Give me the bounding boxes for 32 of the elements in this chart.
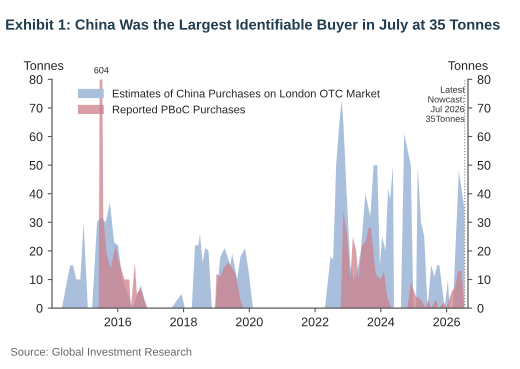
- y-tick-label: 50: [30, 160, 42, 170]
- y-tick-label: 60: [30, 132, 42, 142]
- ref-line-label: Latest Nowcast: Jul 2026 35Tonnes: [426, 86, 465, 122]
- y2-axis-title: Tonnes: [448, 61, 488, 70]
- y2-tick-label: 40: [477, 190, 490, 198]
- x-tick-label: 2016: [104, 317, 132, 326]
- x-tick-label: 2026: [433, 317, 460, 326]
- y2-tick-label: 80: [478, 75, 490, 84]
- y2-tick-label: 70: [478, 104, 490, 113]
- y-tick-label: 20: [30, 246, 42, 256]
- legend-label: Estimates of China Purchases on London OTC Market: [112, 89, 380, 98]
- x-tick-label: 2020: [236, 317, 263, 326]
- y2-tick-label: 30: [478, 218, 490, 227]
- source-note: Source: Global Investment Research: [10, 348, 192, 356]
- y-tick-label: 80: [30, 75, 42, 84]
- y-axis-title: Tonnes: [24, 61, 64, 70]
- x-tick-label: 2022: [302, 317, 328, 326]
- y-tick-label: 10: [30, 275, 42, 284]
- chart-title: Exhibit 1: China Was the Largest Identifiable Buyer in July at 35 Tonnes: [6, 19, 500, 33]
- y-tick-label: 30: [30, 218, 42, 227]
- legend-label: Reported PBoC Purchases: [112, 105, 245, 116]
- y2-tick-label: 50: [478, 160, 490, 170]
- y-tick-label: 40: [29, 190, 42, 198]
- y2-tick-label: 60: [478, 132, 490, 142]
- y2-tick-label: 20: [478, 246, 490, 256]
- y-tick-label: 70: [30, 104, 42, 113]
- y2-tick-label: 10: [478, 275, 490, 284]
- y2-tick-label: 0: [478, 304, 484, 313]
- y-tick-label: 0: [36, 304, 42, 313]
- x-tick-label: 2024: [368, 317, 394, 326]
- annotation: 604: [94, 66, 109, 74]
- x-tick-label: 2018: [170, 317, 197, 326]
